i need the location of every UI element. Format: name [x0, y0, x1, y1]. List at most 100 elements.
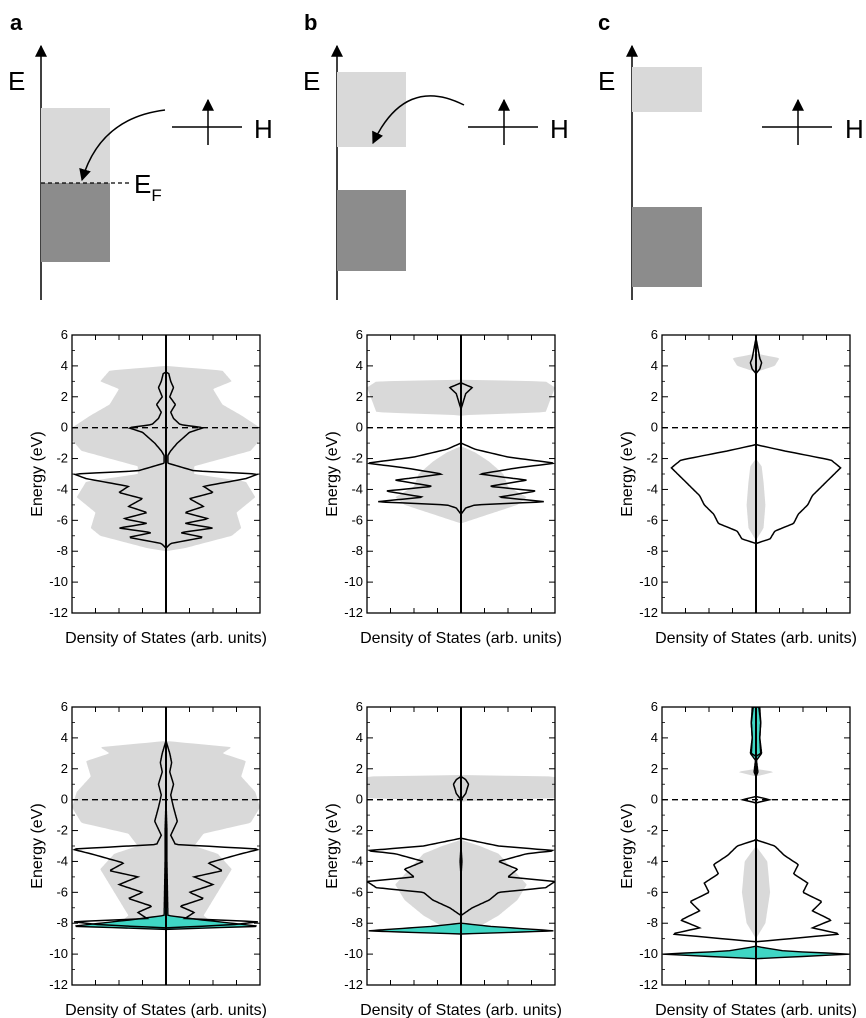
- y-tick-label: -12: [49, 605, 68, 620]
- y-tick-label: -8: [351, 915, 363, 930]
- y-tick-label: -12: [49, 977, 68, 992]
- y-tick-label: -6: [56, 512, 68, 527]
- dos-plots: 6 4 2 0 -2 -4 -6 -8 -10 -12 Energy (eV) Density of …: [29, 327, 857, 1018]
- y-tick-label: 2: [61, 389, 68, 404]
- x-axis-label: Density of States (arb. units): [65, 1002, 267, 1018]
- y-tick-label: -6: [56, 884, 68, 899]
- y-tick-label: -8: [56, 915, 68, 930]
- y-tick-label: 0: [61, 792, 68, 807]
- y-tick-label: 2: [651, 761, 658, 776]
- plot-area: [367, 707, 555, 985]
- y-tick-label: -12: [639, 605, 658, 620]
- y-tick-label: -12: [344, 605, 363, 620]
- y-tick-label: 0: [356, 792, 363, 807]
- y-tick-label: -4: [646, 853, 658, 868]
- y-tick-label: -6: [646, 512, 658, 527]
- y-tick-label: 2: [356, 389, 363, 404]
- energy-axis-label: E: [303, 66, 320, 96]
- valence-band: [41, 183, 110, 262]
- y-tick-label: 0: [651, 792, 658, 807]
- dos-plot-b-1: 6 4 2 0 -2 -4 -6 -8 -10 -12 Energy (eV) Density of …: [324, 327, 562, 647]
- conduction-band: [632, 67, 702, 112]
- y-tick-label: -2: [56, 823, 68, 838]
- y-tick-label: 2: [356, 761, 363, 776]
- dos-plot-c-1: 6 4 2 0 -2 -4 -6 -8 -10 -12 Energy (eV) Density of …: [619, 327, 857, 647]
- y-tick-label: -4: [56, 853, 68, 868]
- y-tick-label: 6: [651, 699, 658, 714]
- hydrogen-label: H: [550, 114, 569, 144]
- y-tick-label: -10: [49, 574, 68, 589]
- x-axis-label: Density of States (arb. units): [655, 1002, 857, 1018]
- y-axis-label: Energy (eV): [619, 803, 636, 888]
- plot-area: [662, 335, 850, 613]
- bulk-dos-area: [738, 707, 774, 939]
- y-tick-label: 4: [61, 358, 68, 373]
- plot-area: [72, 335, 260, 613]
- schematic-b: E H: [303, 44, 569, 300]
- plot-area: [367, 335, 555, 613]
- hydrogen-label: H: [845, 114, 864, 144]
- panel-letter-a: a: [10, 10, 23, 35]
- valence-band: [337, 190, 406, 271]
- dos-plot-b-2: 6 4 2 0 -2 -4 -6 -8 -10 -12 Energy (eV) Density of …: [324, 699, 562, 1018]
- conduction-band: [41, 108, 110, 183]
- y-tick-label: -6: [351, 884, 363, 899]
- y-tick-label: -10: [49, 946, 68, 961]
- y-tick-label: -8: [351, 543, 363, 558]
- y-tick-label: -10: [344, 574, 363, 589]
- y-tick-label: -10: [639, 946, 658, 961]
- y-tick-label: -12: [639, 977, 658, 992]
- transfer-arrow: [79, 109, 166, 182]
- y-tick-label: 6: [356, 327, 363, 342]
- x-axis-label: Density of States (arb. units): [360, 1002, 562, 1018]
- y-tick-label: 2: [651, 389, 658, 404]
- y-tick-label: -4: [351, 481, 363, 496]
- energy-axis-label: E: [8, 66, 25, 96]
- y-tick-label: 4: [356, 358, 363, 373]
- y-tick-label: -2: [646, 823, 658, 838]
- y-tick-label: 6: [356, 699, 363, 714]
- fermi-label: EF: [134, 169, 162, 205]
- y-tick-label: 4: [651, 358, 658, 373]
- y-tick-label: 6: [61, 699, 68, 714]
- y-tick-label: -8: [646, 915, 658, 930]
- dos-plot-a-2: 6 4 2 0 -2 -4 -6 -8 -10 -12 Energy (eV) Density of …: [29, 699, 267, 1018]
- x-axis-label: Density of States (arb. units): [65, 630, 267, 647]
- y-tick-label: 4: [651, 730, 658, 745]
- x-axis-label: Density of States (arb. units): [655, 630, 857, 647]
- schematic-a: E EF H: [8, 44, 273, 300]
- valence-band: [632, 207, 702, 287]
- y-tick-label: -4: [351, 853, 363, 868]
- y-tick-label: -4: [56, 481, 68, 496]
- y-tick-label: 0: [651, 420, 658, 435]
- y-tick-label: -2: [646, 451, 658, 466]
- y-tick-label: 6: [61, 327, 68, 342]
- y-axis-label: Energy (eV): [29, 431, 46, 516]
- y-tick-label: -4: [646, 481, 658, 496]
- local-dos-curve: [672, 707, 840, 943]
- transfer-arrow: [372, 95, 465, 145]
- y-tick-label: 0: [61, 420, 68, 435]
- y-tick-label: 2: [61, 761, 68, 776]
- y-axis-label: Energy (eV): [324, 431, 341, 516]
- x-axis-label: Density of States (arb. units): [360, 630, 562, 647]
- y-tick-label: -2: [351, 823, 363, 838]
- panel-letter-c: c: [598, 10, 610, 35]
- y-tick-label: 6: [651, 327, 658, 342]
- y-axis-label: Energy (eV): [324, 803, 341, 888]
- y-tick-label: -2: [56, 451, 68, 466]
- y-tick-label: 4: [61, 730, 68, 745]
- dos-plot-a-1: 6 4 2 0 -2 -4 -6 -8 -10 -12 Energy (eV) Density of …: [29, 327, 267, 647]
- y-tick-label: -10: [344, 946, 363, 961]
- y-tick-label: 4: [356, 730, 363, 745]
- plot-area: [72, 707, 260, 985]
- y-tick-label: -6: [646, 884, 658, 899]
- conduction-band: [337, 72, 406, 147]
- schematic-c: E H: [598, 44, 864, 300]
- plot-area: [662, 707, 850, 985]
- y-tick-label: 0: [356, 420, 363, 435]
- dos-plot-c-2: 6 4 2 0 -2 -4 -6 -8 -10 -12 Energy (eV) Density of …: [619, 699, 857, 1018]
- y-tick-label: -8: [56, 543, 68, 558]
- y-tick-label: -10: [639, 574, 658, 589]
